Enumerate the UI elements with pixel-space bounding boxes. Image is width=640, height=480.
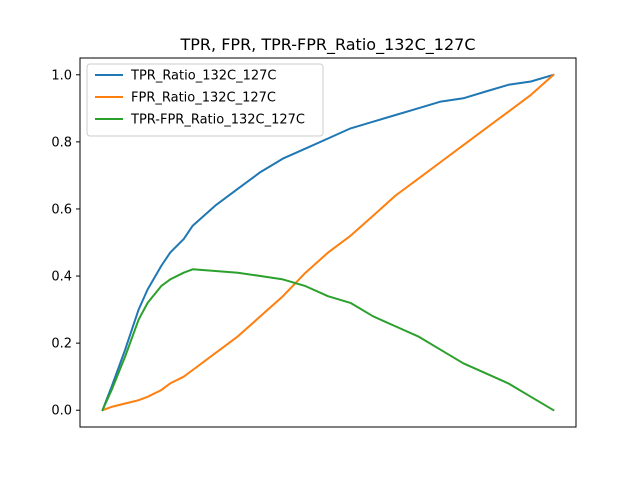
legend-box (86, 63, 324, 137)
series-line-2 (101, 73, 555, 412)
y-tick-label: 0.0 (51, 404, 72, 419)
legend-label-1: TPR_Ratio_132C_127C (130, 69, 276, 84)
legend: TPR_Ratio_132C_127C FPR_Ratio_132C_127C TP… (86, 63, 324, 137)
legend-label-3: TPR-FPR_Ratio_132C_127C (130, 113, 305, 128)
y-tick-label: 0.4 (51, 270, 72, 285)
y-tick-label: 0.6 (51, 202, 72, 217)
y-axis: 0.0 0.2 0.4 0.6 0.8 1.0 (51, 68, 80, 419)
legend-label-2: FPR_Ratio_132C_127C (131, 91, 276, 106)
y-tick-label: 0.2 (51, 337, 72, 352)
series-line-1 (101, 73, 555, 412)
series-line-3 (101, 268, 555, 412)
y-tick-label: 1.0 (51, 68, 72, 83)
y-tick-label: 0.8 (51, 135, 72, 150)
axes-frame (79, 57, 577, 428)
chart-title: TPR, FPR, TPR-FPR_Ratio_132C_127C (180, 35, 476, 55)
series-layer (101, 73, 555, 412)
